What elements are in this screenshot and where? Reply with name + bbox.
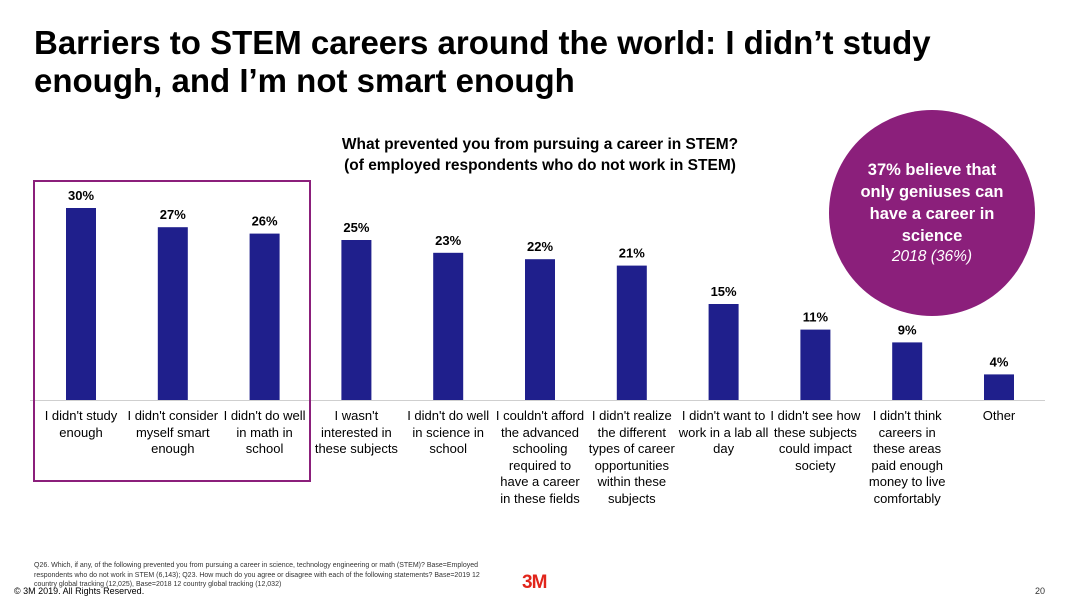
bar-value-label: 4% bbox=[990, 354, 1009, 369]
page-number: 20 bbox=[1035, 586, 1046, 596]
brand-logo: 3M bbox=[522, 572, 547, 593]
category-label: I didn't think careers in these areas pa… bbox=[868, 408, 946, 506]
bar-value-label: 9% bbox=[898, 322, 917, 337]
category-label: I didn't do well in science in school bbox=[407, 408, 490, 456]
slide-title: Barriers to STEM careers around the worl… bbox=[34, 24, 931, 99]
bar bbox=[984, 374, 1014, 400]
bar-value-label: 23% bbox=[435, 233, 461, 248]
chart-heading-line-1: What prevented you from pursuing a caree… bbox=[341, 136, 739, 153]
bar-value-label: 27% bbox=[160, 207, 186, 222]
bar bbox=[66, 208, 96, 400]
bar-value-label: 26% bbox=[252, 214, 278, 229]
bar bbox=[616, 265, 647, 400]
bar bbox=[708, 304, 739, 400]
bar bbox=[157, 227, 188, 400]
category-label: I didn't do well in math in school bbox=[223, 408, 306, 456]
bar-value-label: 21% bbox=[619, 246, 645, 261]
category-label: I didn't realize the different types of … bbox=[588, 408, 675, 506]
category-label: I couldn't afford the advanced schooling… bbox=[495, 408, 585, 506]
bar bbox=[892, 342, 923, 400]
bar-value-label: 22% bbox=[527, 239, 553, 254]
chart-heading-line-2: (of employed respondents who do not work… bbox=[344, 157, 736, 174]
highlight-box bbox=[33, 180, 311, 482]
category-label: I didn't consider myself smart enough bbox=[127, 408, 219, 456]
bar-value-label: 25% bbox=[343, 220, 369, 235]
category-label: I didn't study enough bbox=[44, 408, 118, 440]
category-labels: I didn't study enough I didn't consider m… bbox=[0, 408, 1080, 528]
category-label: I didn't see how these subjects could im… bbox=[770, 408, 861, 473]
bar-value-label: 30% bbox=[68, 188, 94, 203]
bar bbox=[249, 233, 280, 400]
bar bbox=[433, 252, 464, 400]
bar bbox=[525, 259, 555, 400]
category-label: I wasn't interested in these subjects bbox=[314, 408, 398, 456]
chart-heading: What prevented you from pursuing a caree… bbox=[300, 134, 780, 176]
callout-sub-text: 2018 (36%) bbox=[891, 248, 973, 265]
bar bbox=[800, 329, 831, 400]
copyright: © 3M 2019. All Rights Reserved. bbox=[14, 586, 145, 596]
category-label: Other bbox=[982, 408, 1016, 423]
callout-main-text: 37% believe that only geniuses can have … bbox=[860, 161, 1004, 245]
callout-circle: 37% believe that only geniuses can have … bbox=[829, 110, 1035, 316]
bar bbox=[341, 240, 372, 400]
bar-value-label: 15% bbox=[711, 284, 737, 299]
category-label: I didn't want to work in a lab all day bbox=[678, 408, 769, 456]
bar-value-label: 11% bbox=[803, 310, 829, 325]
footnote: Q26. Which, if any, of the following pre… bbox=[34, 562, 480, 588]
